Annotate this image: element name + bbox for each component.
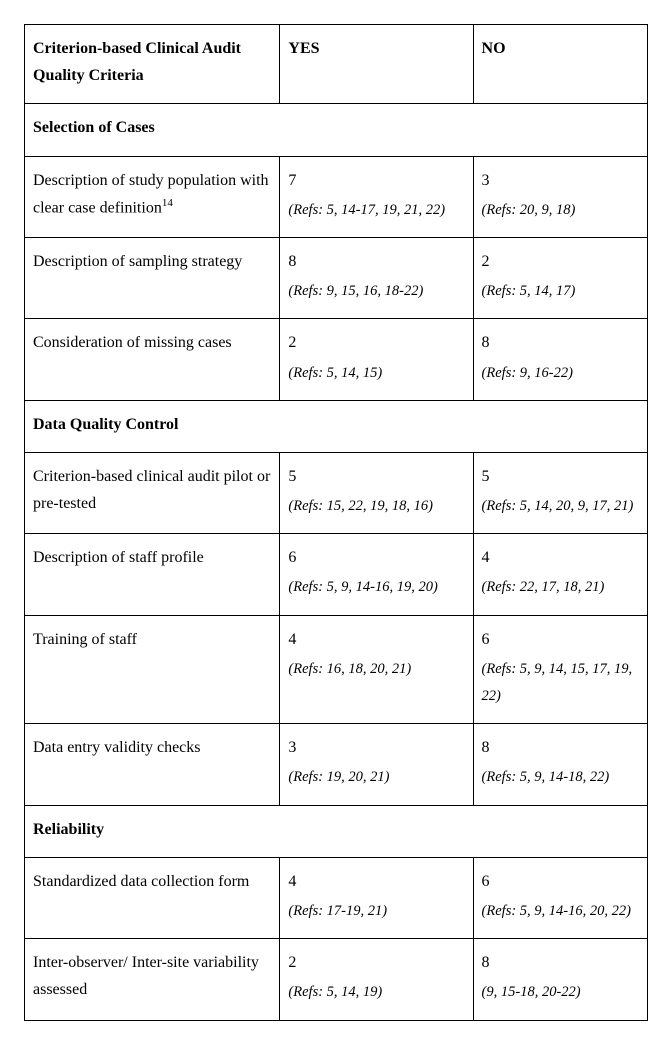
criterion-text: Description of study population with cle… <box>33 172 269 217</box>
yes-cell: 8 (Refs: 9, 15, 16, 18-22) <box>280 237 473 318</box>
yes-cell: 4 (Refs: 17-19, 21) <box>280 857 473 938</box>
no-refs: (9, 15-18, 20-22) <box>482 984 581 1000</box>
no-cell: 6 (Refs: 5, 9, 14, 15, 17, 19, 22) <box>473 615 647 724</box>
yes-cell: 5 (Refs: 15, 22, 19, 18, 16) <box>280 452 473 533</box>
section-row: Data Quality Control <box>25 400 648 452</box>
no-cell: 8 (9, 15-18, 20-22) <box>473 939 647 1020</box>
table-row: Criterion-based clinical audit pilot or … <box>25 452 648 533</box>
header-no: NO <box>473 25 647 104</box>
no-cell: 8 (Refs: 5, 9, 14-18, 22) <box>473 724 647 805</box>
yes-refs: (Refs: 19, 20, 21) <box>288 769 389 785</box>
no-cell: 5 (Refs: 5, 14, 20, 9, 17, 21) <box>473 452 647 533</box>
no-refs: (Refs: 9, 16-22) <box>482 365 573 381</box>
section-reliability: Reliability <box>25 805 648 857</box>
section-row: Reliability <box>25 805 648 857</box>
yes-count: 7 <box>288 167 464 194</box>
table-row: Standardized data collection form 4 (Ref… <box>25 857 648 938</box>
no-count: 6 <box>482 868 639 895</box>
yes-cell: 2 (Refs: 5, 14, 19) <box>280 939 473 1020</box>
criterion-label: Data entry validity checks <box>25 724 280 805</box>
yes-cell: 2 (Refs: 5, 14, 15) <box>280 319 473 400</box>
no-count: 5 <box>482 463 639 490</box>
no-count: 6 <box>482 626 639 653</box>
no-count: 8 <box>482 329 639 356</box>
criterion-label: Criterion-based clinical audit pilot or … <box>25 452 280 533</box>
yes-count: 2 <box>288 329 464 356</box>
yes-count: 5 <box>288 463 464 490</box>
criterion-label: Standardized data collection form <box>25 857 280 938</box>
no-count: 2 <box>482 248 639 275</box>
no-refs: (Refs: 5, 9, 14-16, 20, 22) <box>482 903 631 919</box>
no-refs: (Refs: 20, 9, 18) <box>482 202 576 218</box>
yes-count: 4 <box>288 626 464 653</box>
yes-refs: (Refs: 5, 14-17, 19, 21, 22) <box>288 202 445 218</box>
section-row: Selection of Cases <box>25 104 648 156</box>
criterion-label: Inter-observer/ Inter-site variability a… <box>25 939 280 1020</box>
superscript-ref: 14 <box>162 197 173 209</box>
criterion-label: Description of staff profile <box>25 534 280 615</box>
no-refs: (Refs: 5, 9, 14-18, 22) <box>482 769 610 785</box>
header-criteria: Criterion-based Clinical Audit Quality C… <box>25 25 280 104</box>
table-row: Training of staff 4 (Refs: 16, 18, 20, 2… <box>25 615 648 724</box>
no-count: 8 <box>482 949 639 976</box>
no-cell: 4 (Refs: 22, 17, 18, 21) <box>473 534 647 615</box>
no-count: 3 <box>482 167 639 194</box>
no-refs: (Refs: 5, 14, 17) <box>482 283 576 299</box>
table-row: Data entry validity checks 3 (Refs: 19, … <box>25 724 648 805</box>
no-refs: (Refs: 5, 14, 20, 9, 17, 21) <box>482 498 634 514</box>
table-row: Description of sampling strategy 8 (Refs… <box>25 237 648 318</box>
yes-count: 8 <box>288 248 464 275</box>
table-row: Inter-observer/ Inter-site variability a… <box>25 939 648 1020</box>
yes-count: 6 <box>288 544 464 571</box>
no-refs: (Refs: 22, 17, 18, 21) <box>482 579 605 595</box>
no-cell: 2 (Refs: 5, 14, 17) <box>473 237 647 318</box>
yes-refs: (Refs: 15, 22, 19, 18, 16) <box>288 498 433 514</box>
table-row: Description of study population with cle… <box>25 156 648 237</box>
section-data-quality-control: Data Quality Control <box>25 400 648 452</box>
yes-cell: 4 (Refs: 16, 18, 20, 21) <box>280 615 473 724</box>
yes-refs: (Refs: 16, 18, 20, 21) <box>288 661 411 677</box>
no-count: 8 <box>482 734 639 761</box>
table-row: Consideration of missing cases 2 (Refs: … <box>25 319 648 400</box>
yes-count: 3 <box>288 734 464 761</box>
table-row: Description of staff profile 6 (Refs: 5,… <box>25 534 648 615</box>
criterion-label: Training of staff <box>25 615 280 724</box>
no-cell: 6 (Refs: 5, 9, 14-16, 20, 22) <box>473 857 647 938</box>
criterion-label: Consideration of missing cases <box>25 319 280 400</box>
yes-cell: 7 (Refs: 5, 14-17, 19, 21, 22) <box>280 156 473 237</box>
yes-cell: 3 (Refs: 19, 20, 21) <box>280 724 473 805</box>
yes-refs: (Refs: 9, 15, 16, 18-22) <box>288 283 423 299</box>
header-yes: YES <box>280 25 473 104</box>
yes-refs: (Refs: 17-19, 21) <box>288 903 387 919</box>
yes-cell: 6 (Refs: 5, 9, 14-16, 19, 20) <box>280 534 473 615</box>
no-cell: 8 (Refs: 9, 16-22) <box>473 319 647 400</box>
no-refs: (Refs: 5, 9, 14, 15, 17, 19, 22) <box>482 661 633 704</box>
table-header-row: Criterion-based Clinical Audit Quality C… <box>25 25 648 104</box>
no-count: 4 <box>482 544 639 571</box>
criterion-label: Description of sampling strategy <box>25 237 280 318</box>
yes-refs: (Refs: 5, 9, 14-16, 19, 20) <box>288 579 437 595</box>
yes-count: 4 <box>288 868 464 895</box>
yes-refs: (Refs: 5, 14, 19) <box>288 984 382 1000</box>
yes-count: 2 <box>288 949 464 976</box>
yes-refs: (Refs: 5, 14, 15) <box>288 365 382 381</box>
criterion-label: Description of study population with cle… <box>25 156 280 237</box>
section-selection-of-cases: Selection of Cases <box>25 104 648 156</box>
audit-criteria-table: Criterion-based Clinical Audit Quality C… <box>24 24 648 1021</box>
no-cell: 3 (Refs: 20, 9, 18) <box>473 156 647 237</box>
